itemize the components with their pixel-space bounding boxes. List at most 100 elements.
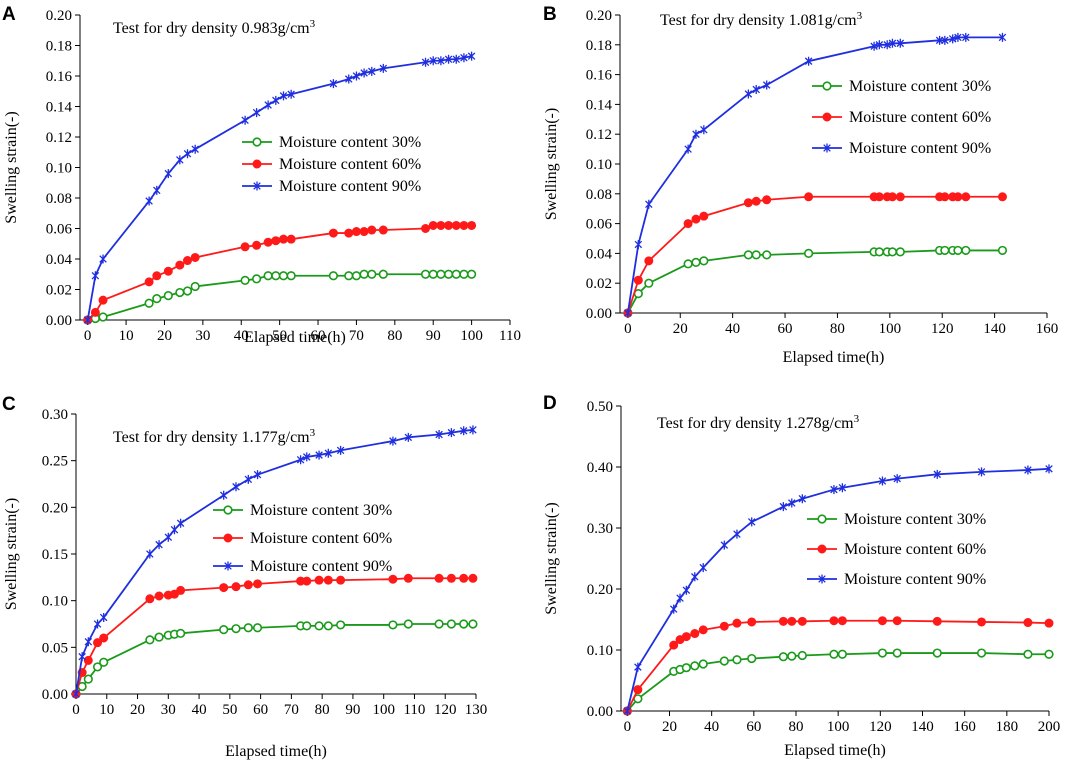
data-point [883, 40, 891, 50]
data-point [896, 38, 905, 48]
series-30 [83, 269, 477, 325]
data-point [681, 663, 691, 673]
data-point [720, 540, 729, 550]
data-point [962, 32, 970, 42]
panel-letter: C [2, 394, 16, 415]
legend-marker [252, 159, 262, 169]
data-point [153, 185, 161, 195]
y-tick-label: 0.08 [46, 191, 72, 207]
data-point [690, 629, 700, 639]
data-point [743, 250, 753, 260]
data-point [170, 525, 179, 535]
y-tick-label: 0.40 [587, 460, 613, 476]
legend-marker [817, 514, 827, 524]
series-line [627, 195, 1003, 314]
legend-marker [224, 561, 232, 571]
data-point [287, 89, 295, 99]
series-90 [624, 32, 1007, 318]
data-point [429, 56, 437, 66]
x-tick-label: 160 [953, 719, 976, 735]
data-point [634, 239, 643, 249]
data-point [84, 637, 93, 647]
x-tick-label: 80 [830, 321, 845, 337]
x-tick-label: 60 [778, 321, 793, 337]
legend: Moisture content 30% Moisture content 60%… [213, 502, 392, 575]
x-tick-label: 180 [996, 719, 1019, 735]
data-point [953, 192, 963, 202]
data-point [874, 192, 884, 202]
y-tick-label: 0.20 [586, 8, 612, 24]
data-point [933, 469, 942, 479]
data-point [244, 474, 253, 484]
data-point [804, 56, 813, 66]
data-point [940, 192, 950, 202]
series-60 [71, 573, 478, 699]
y-tick-label: 0.16 [46, 69, 73, 85]
y-tick-label: 0.15 [42, 547, 68, 563]
legend-label: Moisture content 60% [279, 156, 421, 173]
panel-letter: D [543, 393, 557, 414]
series-90 [623, 464, 1053, 716]
data-point [961, 192, 971, 202]
y-tick-label: 0.50 [587, 399, 613, 415]
data-point [932, 616, 942, 626]
data-point [1023, 649, 1033, 659]
data-point [444, 54, 453, 64]
data-point [837, 616, 847, 626]
data-point [323, 621, 333, 631]
data-point [467, 51, 476, 61]
data-point [428, 269, 438, 279]
data-point [468, 573, 478, 583]
data-point [878, 476, 887, 486]
data-point [279, 91, 288, 101]
data-point [378, 225, 388, 235]
x-tick-label: 50 [222, 702, 237, 718]
x-axis-title: Elapsed time(h) [225, 743, 327, 760]
x-axis-title: Elapsed time(h) [784, 742, 886, 759]
data-point [163, 291, 173, 301]
data-point [219, 490, 228, 500]
data-point [699, 256, 709, 266]
data-point [1044, 649, 1054, 659]
data-point [779, 502, 788, 512]
data-point [691, 572, 699, 582]
data-point [797, 650, 807, 661]
legend-marker [223, 533, 233, 543]
data-point [154, 591, 164, 601]
data-point [895, 247, 905, 257]
data-point [469, 425, 477, 435]
data-point [953, 245, 963, 256]
data-point [352, 71, 361, 81]
data-point [787, 651, 797, 661]
data-point [443, 269, 454, 279]
data-point [892, 648, 902, 658]
data-point [451, 269, 461, 279]
data-point [303, 452, 311, 462]
y-tick-label: 0.08 [586, 187, 612, 203]
legend-label: Moisture content 30% [279, 134, 421, 151]
data-point [733, 529, 741, 539]
legend-label: Moisture content 30% [849, 78, 991, 95]
data-point [804, 192, 814, 202]
series-90 [72, 425, 477, 699]
data-point [459, 426, 468, 436]
series-60 [623, 192, 1007, 318]
data-point [434, 619, 444, 629]
x-tick-label: 60 [253, 702, 268, 718]
data-point [623, 706, 632, 716]
data-point [152, 271, 162, 281]
data-point [99, 254, 107, 264]
y-tick-label: 0.06 [586, 217, 613, 233]
x-tick-label: 120 [931, 321, 954, 337]
data-point [1044, 618, 1054, 628]
y-axis-title: Swelling strain(-) [543, 502, 560, 614]
data-point [329, 79, 338, 89]
data-point [669, 640, 679, 650]
legend-label: Moisture content 30% [844, 511, 986, 528]
data-point [700, 125, 708, 135]
y-tick-label: 0.06 [46, 222, 73, 238]
y-tick-label: 0.10 [42, 594, 68, 610]
data-point [92, 662, 103, 672]
legend: Moisture content 30% Moisture content 60%… [812, 78, 991, 157]
legend-marker [823, 143, 831, 153]
